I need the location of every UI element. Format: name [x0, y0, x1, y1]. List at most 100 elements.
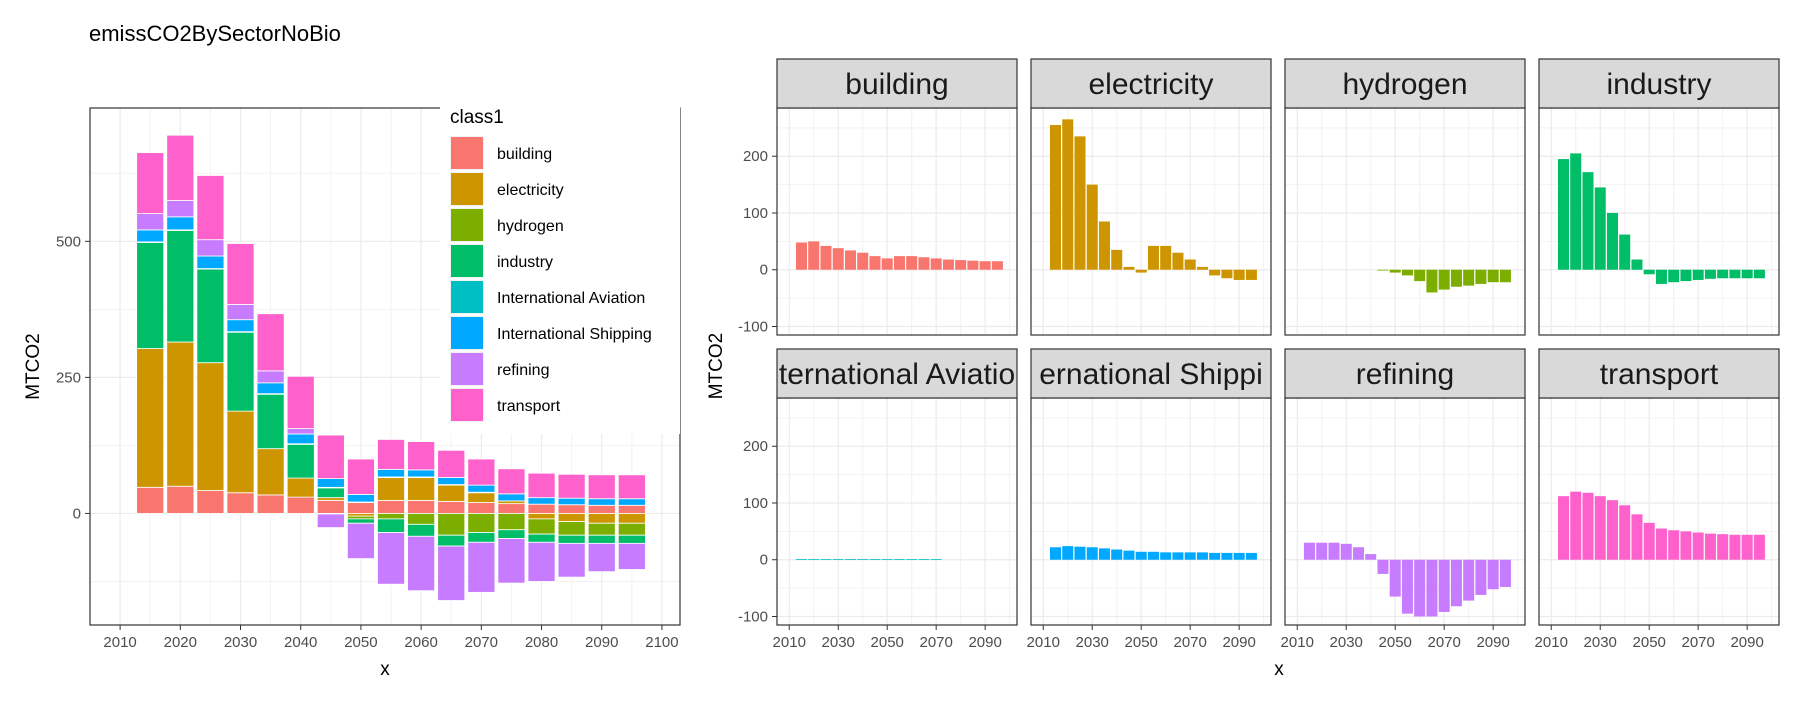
bar-industry-2055	[377, 518, 405, 533]
bar-transport-2060	[407, 441, 436, 471]
bar-international-aviation-2065	[918, 559, 930, 560]
bar-electricity-2065	[1172, 252, 1184, 270]
bar-building-2030	[832, 248, 844, 270]
legend-swatch-building	[451, 137, 483, 169]
legend-swatch-refining	[451, 353, 483, 385]
bar-international-shipping-2070	[1184, 552, 1196, 560]
bar-industry-2070	[1692, 269, 1704, 280]
bar-electricity-2095	[617, 513, 646, 524]
facet-background	[1285, 108, 1525, 335]
bar-transport-2080	[527, 472, 556, 499]
bar-international-shipping-2025	[196, 255, 225, 269]
facet-strip-label: building	[845, 68, 948, 101]
bar-hydrogen-2045	[1377, 269, 1389, 271]
bar-industry-2015	[136, 242, 165, 349]
bar-electricity-2015	[1049, 125, 1061, 270]
bar-refining-2020	[166, 200, 195, 218]
bar-building-2060	[906, 256, 918, 270]
bar-electricity-2090	[587, 513, 616, 524]
bar-transport-2020	[1570, 491, 1582, 560]
bar-electricity-2045	[1123, 266, 1135, 270]
bar-electricity-2035	[256, 448, 285, 496]
bar-electricity-2075	[1196, 266, 1208, 270]
bar-electricity-2090	[1233, 269, 1245, 280]
bar-transport-2045	[316, 434, 345, 480]
bar-international-shipping-2050	[346, 493, 375, 503]
bar-refining-2035	[256, 370, 285, 384]
bar-electricity-2035	[1098, 221, 1110, 270]
bar-international-shipping-2085	[1221, 552, 1233, 560]
bar-refining-2070	[467, 541, 496, 593]
bar-industry-2090	[1741, 269, 1753, 279]
bar-industry-2090	[587, 534, 616, 544]
bar-international-shipping-2050	[1135, 551, 1147, 560]
bar-building-2055	[893, 256, 905, 270]
bar-electricity-2060	[1160, 245, 1172, 270]
bar-building-2070	[930, 258, 942, 270]
bar-industry-2060	[1668, 269, 1680, 283]
bar-international-shipping-2040	[286, 433, 315, 445]
legend-item-hydrogen: hydrogen	[497, 218, 564, 235]
facet-transport: transport 2010 2030 2050 2070 2090	[1535, 348, 1780, 651]
bar-hydrogen-2070	[467, 513, 496, 533]
bar-international-shipping-2075	[1196, 552, 1208, 560]
bar-international-shipping-2085	[557, 497, 586, 506]
facet-building: building -100 0 100 200	[738, 58, 1018, 336]
bar-industry-2055	[1655, 269, 1667, 284]
bar-international-shipping-2060	[1160, 552, 1172, 560]
y-axis-label: MTCO2	[23, 333, 44, 400]
bar-international-aviation-2060	[906, 559, 918, 560]
chart-title: emissCO2BySectorNoBio	[89, 21, 341, 46]
bar-hydrogen-2095	[1499, 269, 1511, 283]
bar-international-aviation-2030	[832, 559, 844, 560]
bar-refining-2045	[316, 513, 345, 528]
bar-building-2095	[617, 504, 646, 514]
legend-item-building: building	[497, 146, 552, 163]
bar-building-2020	[166, 485, 195, 514]
bar-industry-2025	[196, 268, 225, 364]
facet-strip-label: industry	[1606, 68, 1711, 101]
facet-strip-label: refining	[1356, 358, 1454, 391]
bar-international-shipping-2055	[1147, 551, 1159, 560]
bar-industry-2015	[1557, 159, 1569, 270]
facet-y-axis-label: MTCO2	[706, 333, 727, 400]
bar-electricity-2085	[1221, 269, 1233, 279]
y-tick-label: -100	[738, 318, 768, 335]
bar-transport-2045	[1631, 514, 1643, 560]
x-tick-label: 2100	[645, 634, 678, 651]
bar-hydrogen-2075	[1450, 269, 1462, 287]
legend-item-refining: refining	[497, 362, 549, 379]
facet-industry: industry	[1538, 58, 1780, 336]
bar-electricity-2050	[1135, 269, 1147, 273]
bar-refining-2095	[617, 542, 646, 570]
bar-international-shipping-2035	[256, 382, 285, 395]
legend-swatch-international-aviation	[451, 281, 483, 313]
x-tick-label: 2010	[103, 634, 136, 651]
bar-building-2045	[316, 499, 345, 514]
bar-international-aviation-2055	[893, 559, 905, 560]
bar-hydrogen-2090	[587, 522, 616, 536]
facet-strip-label: hydrogen	[1342, 68, 1467, 101]
y-tick-label: 0	[760, 552, 768, 569]
facet-refining: refining 2010 2030 2050 2070 2090	[1281, 348, 1526, 651]
bar-international-shipping-2065	[1172, 552, 1184, 560]
x-tick-label: 2030	[1584, 634, 1617, 651]
bar-building-2025	[196, 490, 225, 514]
y-tick-label: 500	[56, 233, 81, 250]
x-tick-label: 2060	[404, 634, 437, 651]
x-tick-label: 2080	[525, 634, 558, 651]
x-tick-label: 2090	[1222, 634, 1255, 651]
facet-x-axis-label: x	[1274, 659, 1284, 680]
bar-refining-2025	[1328, 542, 1340, 560]
bar-international-shipping-2045	[316, 478, 345, 488]
x-tick-label: 2010	[1027, 634, 1060, 651]
bar-international-shipping-2060	[407, 469, 436, 478]
bar-building-2090	[587, 504, 616, 514]
bar-international-shipping-2075	[497, 493, 526, 502]
bar-electricity-2030	[226, 410, 255, 494]
bar-building-2050	[346, 502, 375, 514]
bar-building-2095	[991, 261, 1003, 270]
bar-hydrogen-2055	[377, 513, 405, 520]
bar-electricity-2040	[1111, 249, 1123, 270]
bar-industry-2050	[1643, 269, 1655, 275]
